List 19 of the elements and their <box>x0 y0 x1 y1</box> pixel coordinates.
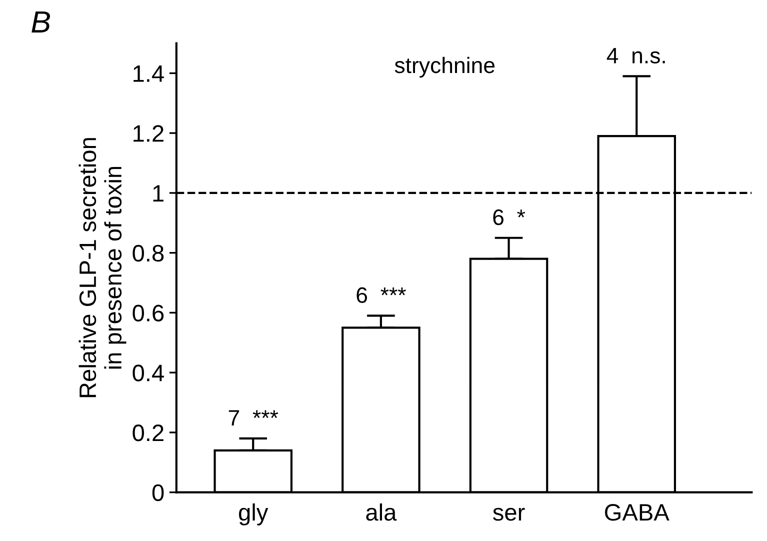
y-tick-label: 0.6 <box>132 304 164 322</box>
x-tick-label: GABA <box>604 504 670 521</box>
x-tick-label: ser <box>493 508 525 521</box>
y-tick-label: 1 <box>153 185 164 202</box>
chart-title: B <box>32 11 50 32</box>
annotation: strychnine <box>394 56 495 78</box>
y-tick-label: 0.2 <box>132 424 164 442</box>
y-tick-label: 0 <box>152 484 164 502</box>
annotation: 6 *** <box>356 287 406 303</box>
annotation: 7 *** <box>228 410 278 426</box>
y-tick-label: 0.4 <box>132 364 164 382</box>
annotation: 6 * <box>493 209 526 226</box>
y-tick-label: 1.4 <box>134 66 164 82</box>
x-tick-label: ala <box>366 503 397 521</box>
y-axis-title: Relative GLP-1 secretion in presence of toxin <box>78 138 126 398</box>
annotation: 4 n.s. <box>606 48 665 64</box>
y-tick-label: 0.8 <box>132 244 164 262</box>
x-tick-label: gly <box>239 503 268 526</box>
y-tick-label: 1.2 <box>134 125 164 142</box>
